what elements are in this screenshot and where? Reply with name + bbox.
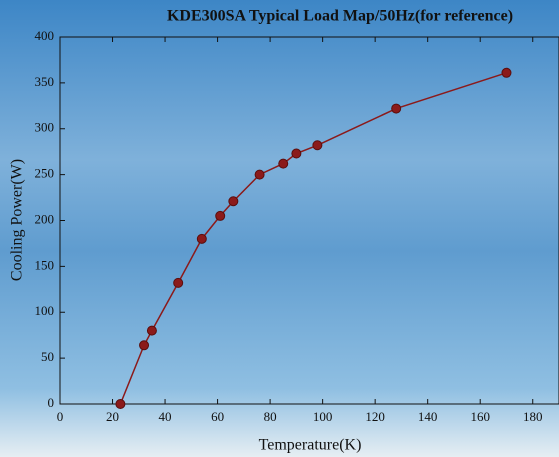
y-axis-label: Cooling Power(W) [9,159,26,281]
x-tick-label: 80 [264,409,277,424]
x-tick-label: 20 [106,409,119,424]
data-point [196,233,207,244]
y-tick-label: 200 [35,211,55,226]
x-tick-label: 180 [523,409,543,424]
y-tick-label: 250 [35,166,55,181]
x-tick-label: 160 [470,409,490,424]
data-point [391,103,402,114]
data-point [291,148,302,159]
y-tick-label: 50 [41,349,54,364]
y-tick-label: 150 [35,257,55,272]
y-tick-label: 400 [35,28,55,43]
x-axis-label: Temperature(K) [259,437,362,454]
y-tick-label: 100 [35,303,55,318]
data-point [254,169,265,180]
data-point [228,196,239,207]
y-tick-label: 350 [35,74,55,89]
data-point [139,340,150,351]
y-tick-label: 300 [35,120,55,135]
data-point [173,277,184,288]
data-point [312,140,323,151]
x-tick-label: 140 [418,409,438,424]
x-tick-label: 40 [159,409,172,424]
data-point [115,399,126,409]
chart-title: KDE300SA Typical Load Map/50Hz(for refer… [167,8,513,25]
x-tick-label: 120 [365,409,385,424]
x-tick-label: 0 [57,409,64,424]
y-tick-label: 0 [48,395,55,410]
data-point [278,158,289,169]
x-tick-label: 60 [211,409,224,424]
data-point [146,325,157,336]
data-point [215,210,226,221]
data-point [501,67,512,78]
x-tick-label: 100 [313,409,333,424]
